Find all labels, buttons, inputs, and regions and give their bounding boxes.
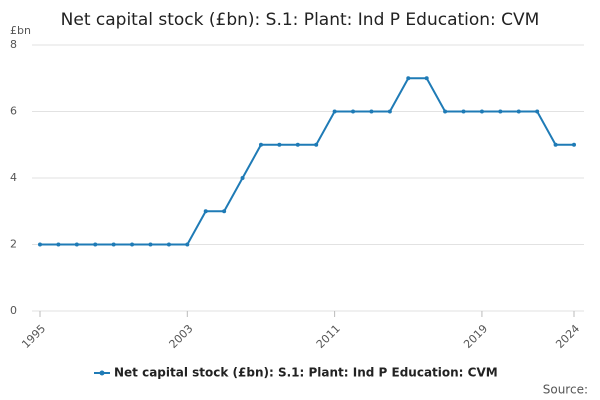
legend-label: Net capital stock (£bn): S.1: Plant: Ind…: [114, 366, 498, 380]
point: [166, 242, 171, 247]
point: [203, 209, 208, 214]
point: [572, 142, 576, 147]
point: [498, 109, 503, 114]
y-tick-label: 4: [10, 171, 17, 184]
point: [406, 76, 411, 81]
point: [424, 76, 429, 81]
point: [443, 109, 448, 114]
point: [535, 109, 540, 114]
point: [351, 109, 356, 114]
y-tick-label: 6: [10, 105, 17, 118]
point: [258, 142, 263, 147]
point: [185, 242, 190, 247]
x-tick-label: 2011: [314, 322, 343, 351]
point: [74, 242, 79, 247]
x-tick-label: 2019: [461, 322, 490, 351]
point: [369, 109, 374, 114]
point: [479, 109, 484, 114]
x-tick-label: 1995: [19, 322, 48, 351]
point: [38, 242, 42, 247]
y-tick-label: 2: [10, 238, 17, 251]
source: Source:: [543, 383, 588, 397]
point: [295, 142, 300, 147]
point: [148, 242, 153, 247]
point: [111, 242, 116, 247]
x-tick-label: 2024: [553, 322, 582, 351]
point: [130, 242, 135, 247]
chart-title: Net capital stock (£bn): S.1: Plant: Ind…: [61, 10, 540, 30]
series-line: [40, 77, 574, 246]
point: [93, 242, 98, 247]
y-tick-label: 8: [10, 38, 17, 51]
legend-marker: [99, 370, 105, 376]
point: [387, 109, 392, 114]
y-axis-label: £bn: [10, 24, 31, 37]
point: [56, 242, 61, 247]
point: [222, 209, 227, 214]
point: [332, 109, 337, 114]
point: [277, 142, 282, 147]
y-tick-label: 0: [10, 304, 17, 317]
point: [240, 176, 245, 180]
point: [461, 109, 466, 114]
point: [516, 109, 521, 114]
x-tick-label: 2003: [167, 322, 196, 351]
point: [553, 142, 558, 147]
point: [314, 142, 319, 147]
